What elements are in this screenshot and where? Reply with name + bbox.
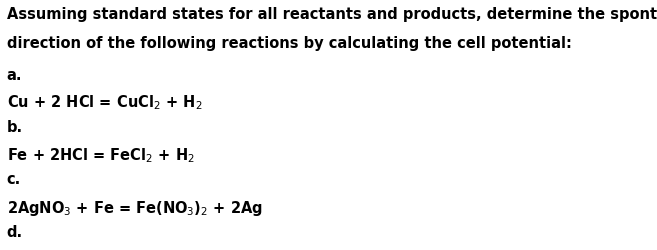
Text: d.: d.: [7, 225, 23, 240]
Text: a.: a.: [7, 68, 22, 82]
Text: Fe + 2HCl = FeCl$_2$ + H$_2$: Fe + 2HCl = FeCl$_2$ + H$_2$: [7, 146, 194, 165]
Text: 2AgNO$_3$ + Fe = Fe(NO$_3$)$_2$ + 2Ag: 2AgNO$_3$ + Fe = Fe(NO$_3$)$_2$ + 2Ag: [7, 199, 263, 218]
Text: b.: b.: [7, 120, 23, 135]
Text: direction of the following reactions by calculating the cell potential:: direction of the following reactions by …: [7, 36, 572, 51]
Text: Assuming standard states for all reactants and products, determine the spontaneo: Assuming standard states for all reactan…: [7, 8, 657, 22]
Text: Cu + 2 HCl = CuCl$_2$ + H$_2$: Cu + 2 HCl = CuCl$_2$ + H$_2$: [7, 94, 202, 112]
Text: c.: c.: [7, 172, 21, 188]
